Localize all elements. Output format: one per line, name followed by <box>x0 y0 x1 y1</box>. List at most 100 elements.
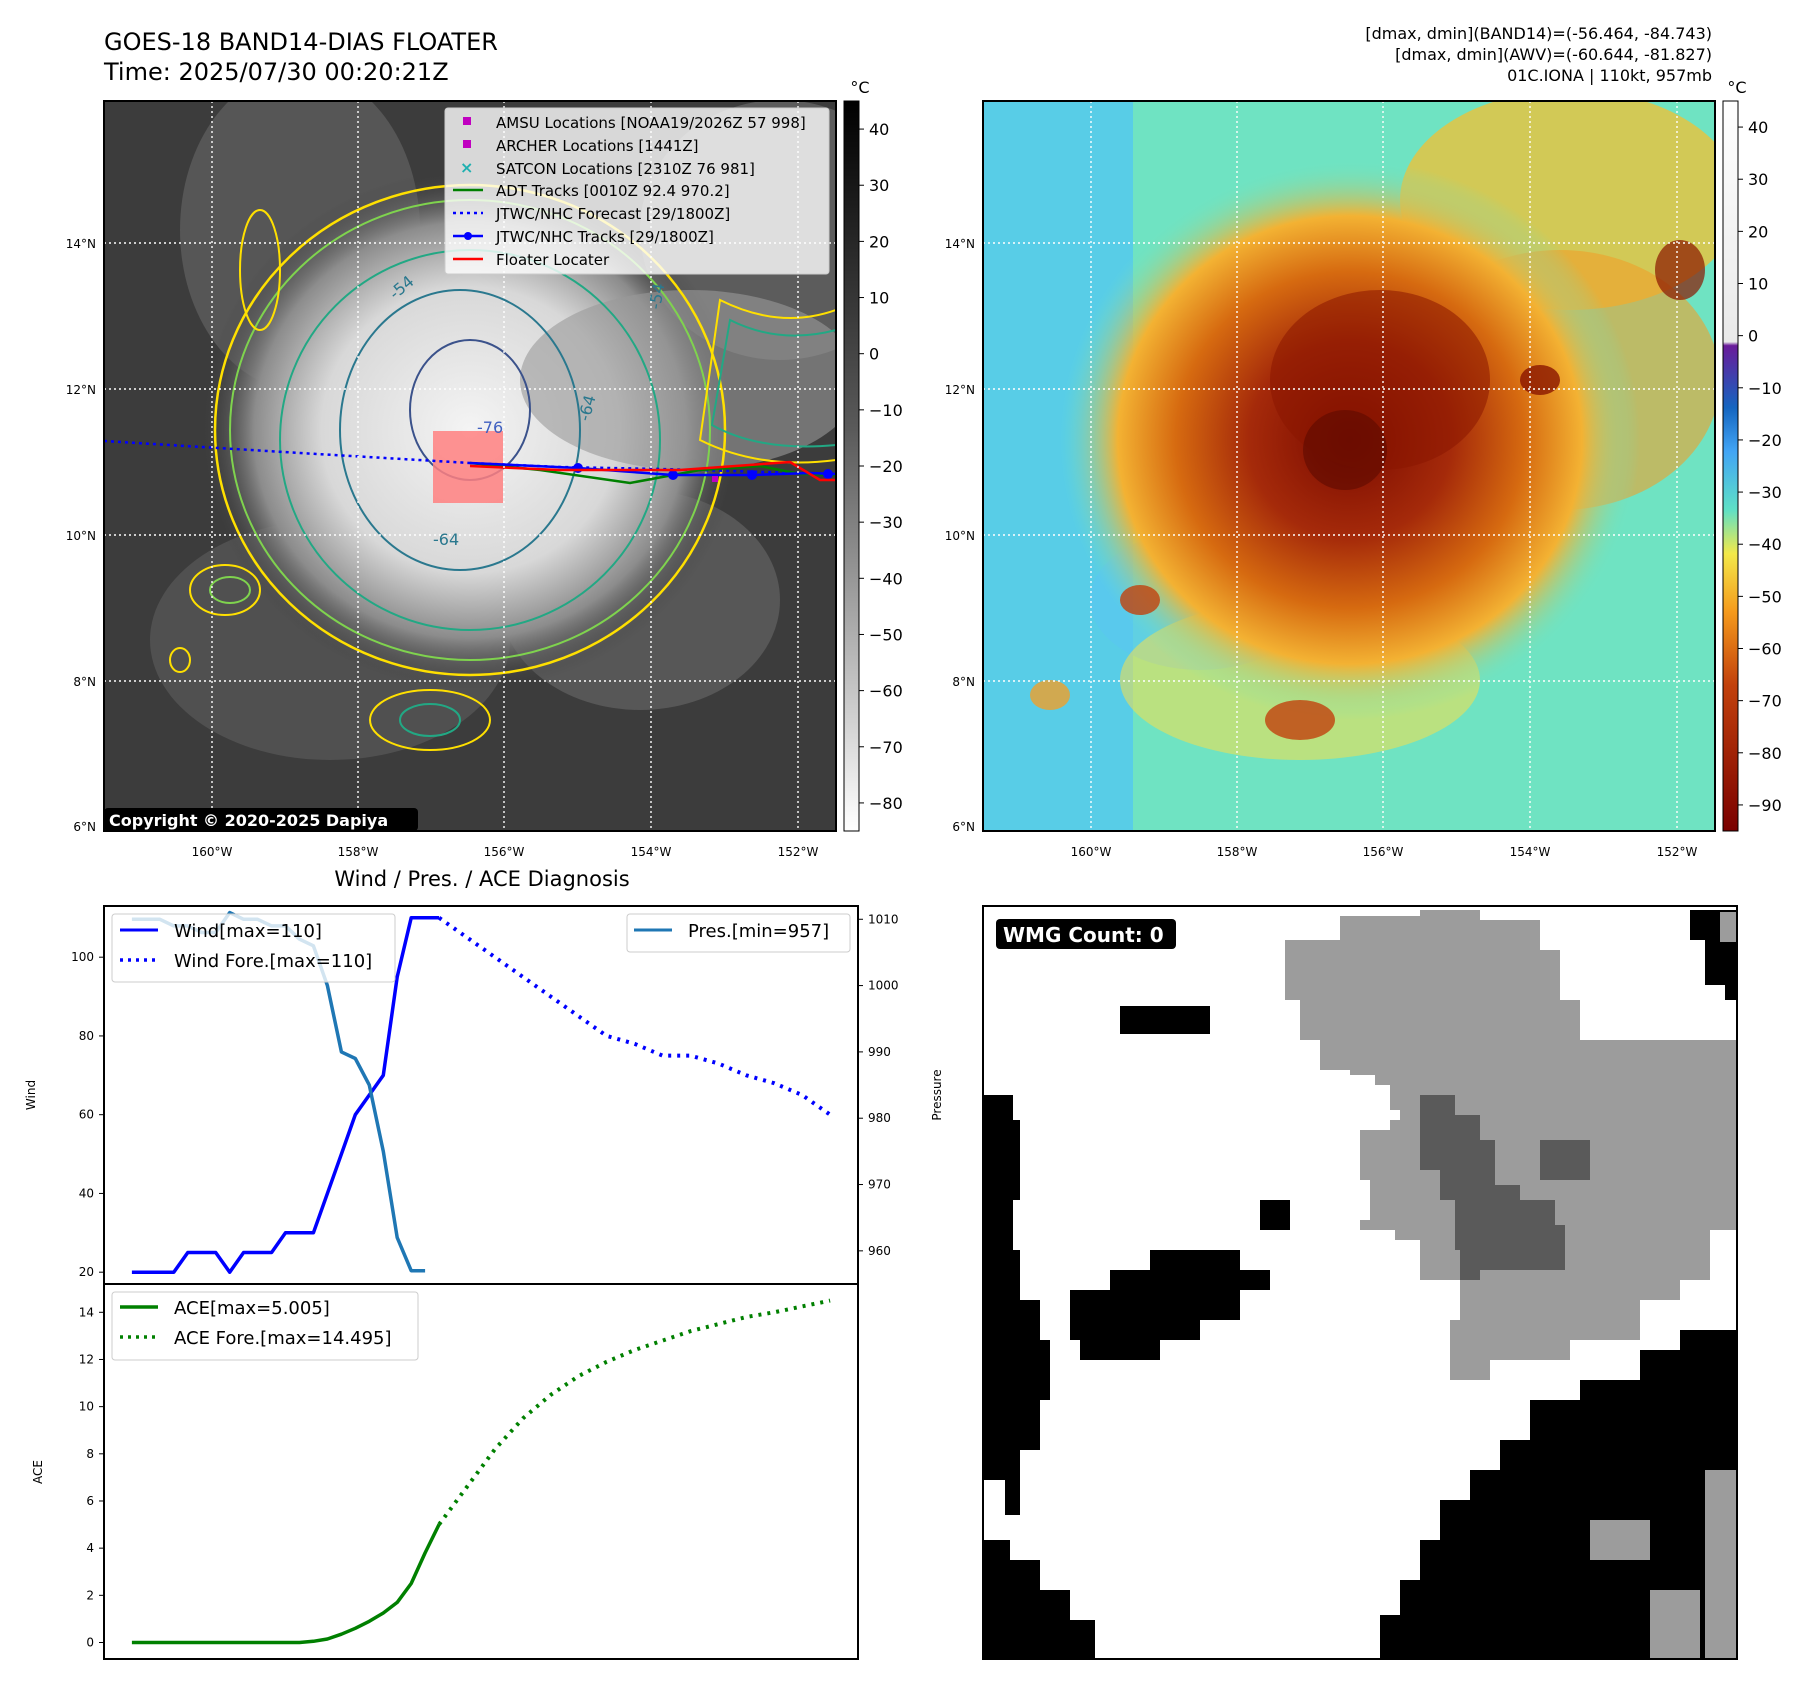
legend-entry: Pres.[min=957] <box>688 921 829 942</box>
y-tick-label: 80 <box>79 1029 94 1043</box>
contour-label: -76 <box>477 418 503 437</box>
colorbar-tick-label: 0 <box>869 345 879 364</box>
y-right-tick-label: 960 <box>868 1244 891 1258</box>
lon-label: 154°W <box>631 845 672 859</box>
colorbar-tick-label: 10 <box>869 289 889 308</box>
colorbar-tick-label: −10 <box>1748 379 1782 398</box>
lon-label: 160°W <box>192 845 233 859</box>
legend-marker-square <box>463 117 471 125</box>
chart-title: Wind / Pres. / ACE Diagnosis <box>334 867 629 891</box>
lat-label: 10°N <box>66 529 96 543</box>
lat-label: 6°N <box>73 820 96 834</box>
legend-entry: Wind[max=110] <box>174 921 322 942</box>
legend-entry: ACE[max=5.005] <box>174 1298 330 1319</box>
wmg-region-black <box>983 1095 1050 1515</box>
y-tick-label: 4 <box>86 1541 94 1555</box>
legend-entry: JTWC/NHC Forecast [29/1800Z] <box>495 205 730 223</box>
ir-panel: -76 -64 -64 -54 -54 Copyright © 2020-202… <box>66 100 837 859</box>
lat-label: 12°N <box>945 383 975 397</box>
lat-label: 8°N <box>952 675 975 689</box>
y-right-tick-label: 980 <box>868 1111 891 1125</box>
y-right-tick-label: 990 <box>868 1045 891 1059</box>
y-tick-label: 8 <box>86 1447 94 1461</box>
colorbar-unit: °C <box>1727 78 1746 97</box>
wmg-count-label: WMG Count: 0 <box>1003 923 1164 947</box>
jtwc-track <box>469 461 836 477</box>
legend-entry: Wind Fore.[max=110] <box>174 951 372 972</box>
colorbar-tick-label: 10 <box>1748 275 1768 294</box>
colorbar-tick-label: −50 <box>869 625 903 644</box>
lon-label: 154°W <box>1510 845 1551 859</box>
colorbar-tick-label: −80 <box>869 794 903 813</box>
copyright-label: Copyright © 2020-2025 Dapiya <box>109 811 388 830</box>
figure-time: Time: 2025/07/30 00:20:21Z <box>103 58 449 86</box>
wmg-region-black <box>983 1540 1095 1659</box>
lon-label: 160°W <box>1071 845 1112 859</box>
series-line-wind <box>131 916 440 1274</box>
y-tick-label: 6 <box>86 1494 94 1508</box>
y-right-tick-label: 1010 <box>868 912 899 926</box>
colorbar-tick-label: −20 <box>869 457 903 476</box>
y-right-tick-label: 1000 <box>868 979 899 993</box>
wmg-panel: WMG Count: 0 <box>982 905 1738 1660</box>
contour-label: -64 <box>433 530 459 549</box>
lat-label: 10°N <box>945 529 975 543</box>
y-tick-label: 2 <box>86 1588 94 1602</box>
colorbar-tick-label: −30 <box>1748 483 1782 502</box>
ace-axis-label: ACE <box>31 1460 45 1484</box>
band14-stats: [dmax, dmin](BAND14)=(-56.464, -84.743) <box>1365 24 1712 43</box>
awv-panel: 14°N 12°N 10°N 8°N 6°N 160°W 158°W 156°W… <box>945 100 1716 859</box>
ir-colorbar: °C 40 30 20 10 0 −10 −20 −30 −40 −50 −60 −70 −80 <box>843 78 903 832</box>
awv-stats: [dmax, dmin](AWV)=(-60.644, -81.827) <box>1395 45 1712 64</box>
colorbar-tick-label: 30 <box>1748 170 1768 189</box>
lon-label: 152°W <box>778 845 819 859</box>
y-tick-label: 10 <box>79 1400 94 1414</box>
wmg-cloud-gray <box>1285 910 1737 1380</box>
legend-entry: Floater Locater <box>496 251 610 269</box>
lon-label: 158°W <box>338 845 379 859</box>
y-tick-label: 12 <box>79 1352 94 1366</box>
colorbar-tick-label: −60 <box>1748 640 1782 659</box>
wmg-region-black <box>1380 1330 1737 1659</box>
legend-marker-square <box>463 140 471 148</box>
wind-axis-label: Wind <box>24 1080 38 1110</box>
storm-info: 01C.IONA | 110kt, 957mb <box>1507 66 1712 85</box>
y-tick-label: 14 <box>79 1305 94 1319</box>
lon-label: 156°W <box>484 845 525 859</box>
colorbar-unit: °C <box>850 78 869 97</box>
y-tick-label: 60 <box>79 1108 94 1122</box>
y-tick-label: 0 <box>86 1635 94 1649</box>
lat-label: 8°N <box>73 675 96 689</box>
colorbar-tick-label: −60 <box>869 682 903 701</box>
y-tick-label: 20 <box>79 1265 94 1279</box>
lat-label: 6°N <box>952 820 975 834</box>
y-right-tick-label: 970 <box>868 1178 891 1192</box>
lat-label: 14°N <box>945 237 975 251</box>
colorbar-tick-label: −80 <box>1748 744 1782 763</box>
lat-label: 12°N <box>66 383 96 397</box>
contour-label: -54 <box>645 282 668 311</box>
ace-legend: ACE[max=5.005] ACE Fore.[max=14.495] <box>111 1291 419 1361</box>
figure-title: GOES-18 BAND14-DIAS FLOATER <box>104 28 498 56</box>
awv-colorbar: °C 40 30 20 10 0 −10 −20 −30 −40 −50 −60 −70 −80 −90 <box>1722 78 1782 832</box>
wind-legend: Wind[max=110] Wind Fore.[max=110] <box>111 913 396 983</box>
lon-label: 156°W <box>1363 845 1404 859</box>
wmg-region-black <box>1070 1250 1270 1360</box>
colorbar-tick-label: −20 <box>1748 431 1782 450</box>
colorbar-tick-label: 40 <box>1748 118 1768 137</box>
y-tick-label: 40 <box>79 1186 94 1200</box>
colorbar-tick-label: 30 <box>869 176 889 195</box>
series-line-wind-fore <box>437 916 832 1117</box>
colorbar-tick-label: −70 <box>1748 692 1782 711</box>
colorbar-tick-label: −40 <box>1748 535 1782 554</box>
wind-pressure-chart: 20 40 60 80 100 960 970 980 990 1000 1010 Wind Pre… <box>24 905 944 1285</box>
colorbar-tick-label: 0 <box>1748 327 1758 346</box>
legend-entry: SATCON Locations [2310Z 76 981] <box>496 160 755 178</box>
ir-legend: AMSU Locations [NOAA19/2026Z 57 998] ARC… <box>444 107 830 275</box>
lon-label: 158°W <box>1217 845 1258 859</box>
forecast-track <box>104 439 836 476</box>
colorbar-tick-label: 40 <box>869 120 889 139</box>
legend-entry: AMSU Locations [NOAA19/2026Z 57 998] <box>496 114 806 132</box>
colorbar-tick-label: −40 <box>869 569 903 588</box>
